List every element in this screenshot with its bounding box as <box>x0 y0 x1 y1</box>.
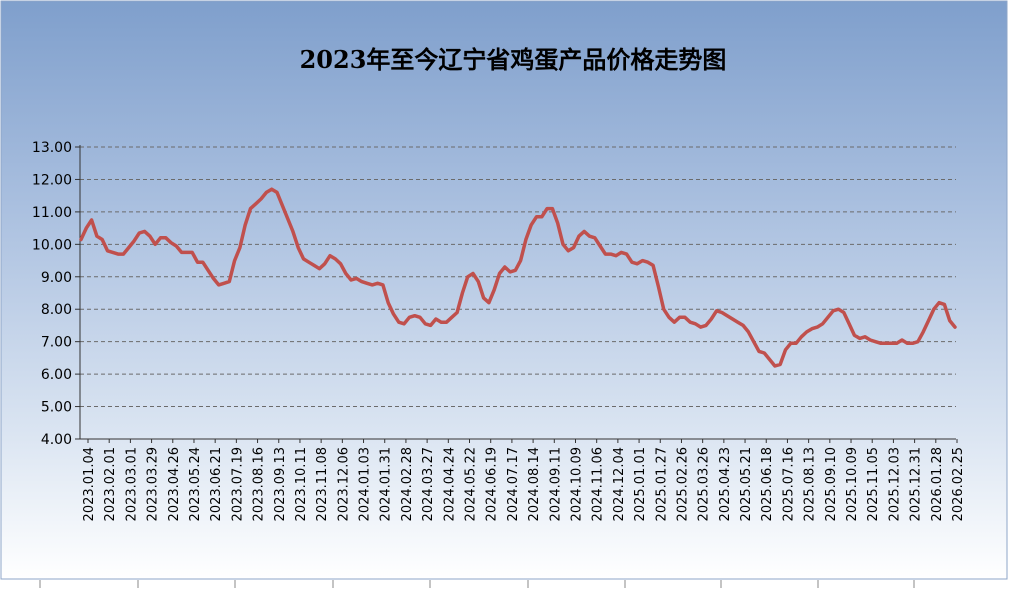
chart-title: 2023年至今辽宁省鸡蛋产品价格走势图 <box>300 45 727 74</box>
x-tick-label: 2023.08.16 <box>252 447 267 521</box>
x-tick-label: 2025.01.27 <box>654 447 669 521</box>
x-tick-label: 2023.03.29 <box>146 447 161 521</box>
axes <box>79 145 956 440</box>
x-tick-label: 2024.08.14 <box>527 447 542 521</box>
y-tick-label: 5.00 <box>41 400 72 416</box>
x-tick-label: 2025.04.23 <box>718 447 733 521</box>
x-tick-label: 2025.10.09 <box>845 447 860 521</box>
x-tick-label: 2025.01.01 <box>633 447 648 521</box>
x-tick-label: 2025.02.26 <box>675 447 690 521</box>
x-tick-label: 2025.08.13 <box>803 447 818 521</box>
x-tick-label: 2023.03.01 <box>124 447 139 521</box>
y-axis-ticks: 4.00 5.00 6.00 7.00 8.00 9.00 10.00 11.00 12.00 1… <box>32 140 80 448</box>
y-tick-label: 8.00 <box>41 302 72 318</box>
bottom-tick-marks <box>39 580 915 588</box>
x-tick-label: 2024.04.24 <box>442 447 457 521</box>
x-tick-label: 2023.01.04 <box>82 447 97 521</box>
x-tick-label: 2023.06.21 <box>209 447 224 521</box>
x-tick-label: 2024.12.04 <box>612 447 627 521</box>
x-tick-label: 2024.10.09 <box>569 447 584 521</box>
x-axis-ticks: 2023.01.04 2023.02.01 2023.03.01 2023.03.29… <box>82 439 966 521</box>
x-tick-label: 2024.07.17 <box>506 447 521 521</box>
y-tick-label: 12.00 <box>32 172 72 188</box>
x-tick-label: 2023.09.13 <box>273 447 288 521</box>
y-tick-label: 7.00 <box>41 335 72 351</box>
y-tick-label: 11.00 <box>32 205 72 221</box>
series-line <box>79 187 957 368</box>
series-layer <box>79 187 957 368</box>
x-tick-label: 2024.03.27 <box>421 447 436 521</box>
x-tick-label: 2026.02.25 <box>951 447 966 521</box>
x-tick-label: 2026.01.28 <box>930 447 945 521</box>
x-tick-label: 2023.10.11 <box>294 447 309 521</box>
y-tick-label: 10.00 <box>32 237 72 253</box>
x-tick-label: 2025.09.10 <box>824 447 839 521</box>
x-tick-label: 2024.09.11 <box>548 447 563 521</box>
y-tick-label: 6.00 <box>41 367 72 383</box>
x-tick-label: 2023.12.06 <box>336 447 351 521</box>
x-tick-label: 2025.05.21 <box>739 447 754 521</box>
x-tick-label: 2024.06.19 <box>485 447 500 521</box>
chart-background <box>0 0 1008 580</box>
x-tick-label: 2025.06.18 <box>760 447 775 521</box>
x-tick-label: 2025.12.31 <box>909 447 924 521</box>
x-tick-label: 2025.11.05 <box>866 447 881 521</box>
x-tick-label: 2025.03.26 <box>697 447 712 521</box>
x-tick-label: 2024.11.06 <box>591 447 606 521</box>
x-tick-label: 2023.11.08 <box>315 447 330 521</box>
x-tick-label: 2023.07.19 <box>230 447 245 521</box>
x-tick-label: 2025.07.16 <box>781 447 796 521</box>
x-tick-label: 2023.05.24 <box>188 447 203 521</box>
y-tick-label: 9.00 <box>41 270 72 286</box>
x-tick-label: 2025.12.03 <box>887 447 902 521</box>
x-tick-label: 2023.04.26 <box>167 447 182 521</box>
x-tick-label: 2024.01.03 <box>358 447 373 521</box>
y-tick-label: 4.00 <box>41 432 72 448</box>
x-tick-label: 2024.01.31 <box>379 447 394 521</box>
x-tick-label: 2023.02.01 <box>103 447 118 521</box>
y-tick-label: 13.00 <box>32 140 72 156</box>
x-tick-label: 2024.02.28 <box>400 447 415 521</box>
gridlines <box>80 146 956 408</box>
x-tick-label: 2024.05.22 <box>464 447 479 521</box>
